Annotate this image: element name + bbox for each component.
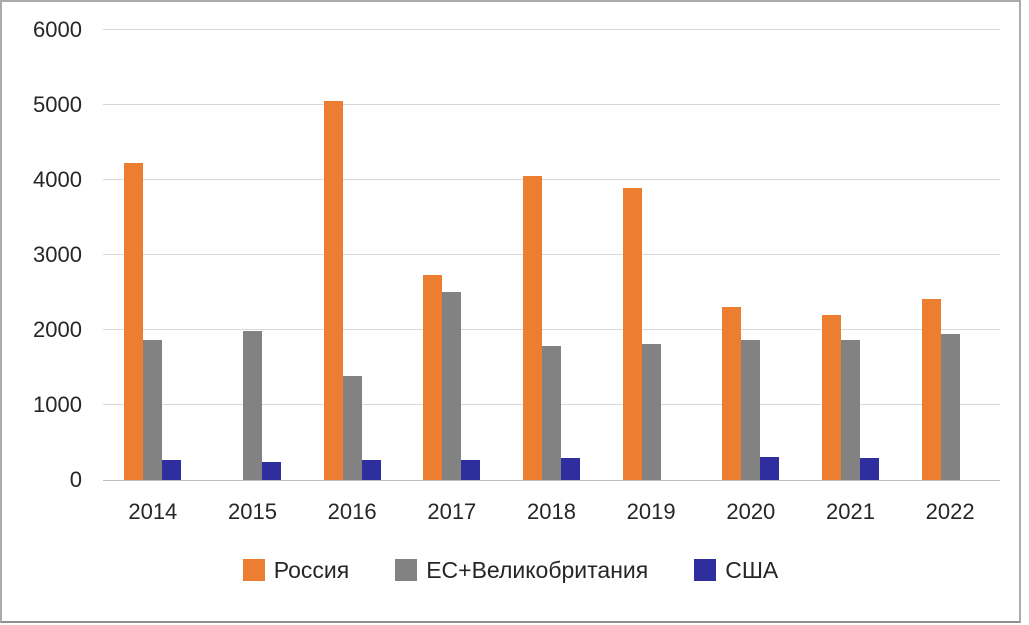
bar-group-2017 bbox=[402, 30, 502, 480]
bar-group-2014 bbox=[103, 30, 203, 480]
bar-group-2015 bbox=[203, 30, 303, 480]
gridline bbox=[103, 329, 1000, 330]
y-tick-label: 3000 bbox=[33, 242, 82, 267]
x-tick-label-2014: 2014 bbox=[128, 499, 178, 524]
bar-Россия-2016 bbox=[323, 101, 343, 480]
bar-США-2015 bbox=[261, 462, 281, 480]
y-tick-label: 0 bbox=[69, 467, 82, 492]
legend-swatch-icon bbox=[395, 559, 418, 581]
x-axis-line bbox=[103, 480, 1000, 481]
bar-США-2021 bbox=[859, 458, 879, 480]
bar-США-2016 bbox=[361, 460, 381, 480]
legend-item-США: США bbox=[694, 556, 778, 584]
bar-ЕС+Великобритания-2022 bbox=[940, 334, 960, 480]
bar-США-2017 bbox=[461, 460, 481, 480]
x-tick-label-2022: 2022 bbox=[925, 499, 975, 524]
bar-США-2018 bbox=[560, 458, 580, 480]
bar-ЕС+Великобритания-2017 bbox=[442, 292, 462, 480]
bar-group-2021 bbox=[801, 30, 901, 480]
bar-ЕС+Великобритания-2020 bbox=[741, 340, 761, 480]
legend-item-Россия: Россия bbox=[242, 556, 350, 584]
y-axis: 0 1000 2000 3000 4000 5000 6000 bbox=[0, 18, 88, 492]
x-tick-label-2015: 2015 bbox=[228, 499, 277, 524]
y-tick-label: 5000 bbox=[33, 92, 82, 117]
x-tick-label-2019: 2019 bbox=[626, 499, 676, 524]
bar-Россия-2019 bbox=[622, 188, 642, 480]
bar-Россия-2018 bbox=[522, 176, 542, 480]
bar-Россия-2022 bbox=[921, 299, 941, 480]
x-tick-label-2017: 2017 bbox=[427, 499, 477, 524]
legend-label: Россия bbox=[273, 557, 350, 583]
legend-swatch-icon bbox=[242, 559, 265, 581]
bar-Россия-2020 bbox=[722, 307, 742, 480]
x-tick-label-2016: 2016 bbox=[327, 499, 377, 524]
bar-ЕС+Великобритания-2016 bbox=[342, 376, 362, 480]
y-tick-label: 2000 bbox=[33, 317, 82, 342]
gridline bbox=[103, 29, 1000, 30]
bar-США-2014 bbox=[162, 460, 182, 480]
bar-Россия-2017 bbox=[423, 275, 443, 480]
legend-swatch-icon bbox=[694, 559, 717, 581]
bar-Россия-2014 bbox=[124, 163, 144, 480]
bar-group-2020 bbox=[701, 30, 801, 480]
bar-США-2020 bbox=[760, 457, 780, 480]
bar-ЕС+Великобритания-2019 bbox=[641, 344, 661, 480]
legend-label: ЕС+Великобритания bbox=[426, 557, 649, 583]
x-tick-label-2018: 2018 bbox=[527, 499, 576, 524]
bar-Россия-2021 bbox=[821, 315, 841, 480]
bar-ЕС+Великобритания-2015 bbox=[242, 331, 262, 480]
y-tick-label: 1000 bbox=[33, 392, 82, 417]
gridline bbox=[103, 179, 1000, 180]
x-tick-label-2021: 2021 bbox=[826, 499, 875, 524]
x-tick-label-2020: 2020 bbox=[726, 499, 776, 524]
bar-ЕС+Великобритания-2014 bbox=[143, 340, 163, 480]
legend: Россия ЕС+Великобритания США bbox=[0, 556, 1021, 584]
bar-ЕС+Великобритания-2021 bbox=[840, 340, 860, 480]
bar-group-2018 bbox=[502, 30, 602, 480]
gridline bbox=[103, 104, 1000, 105]
y-tick-label: 6000 bbox=[33, 17, 82, 42]
legend-item-ЕС+Великобритания: ЕС+Великобритания bbox=[395, 556, 648, 584]
bar-ЕС+Великобритания-2018 bbox=[541, 346, 561, 480]
plot-area bbox=[103, 29, 1000, 481]
bar-group-2022 bbox=[900, 30, 1000, 480]
bar-group-2019 bbox=[601, 30, 701, 480]
gridline bbox=[103, 254, 1000, 255]
x-axis: 2014 2015 2016 2017 2018 2019 2020 2021 2022 bbox=[103, 497, 1000, 531]
legend-label: США bbox=[725, 557, 779, 583]
bar-group-2016 bbox=[302, 30, 402, 480]
y-tick-label: 4000 bbox=[33, 167, 82, 192]
